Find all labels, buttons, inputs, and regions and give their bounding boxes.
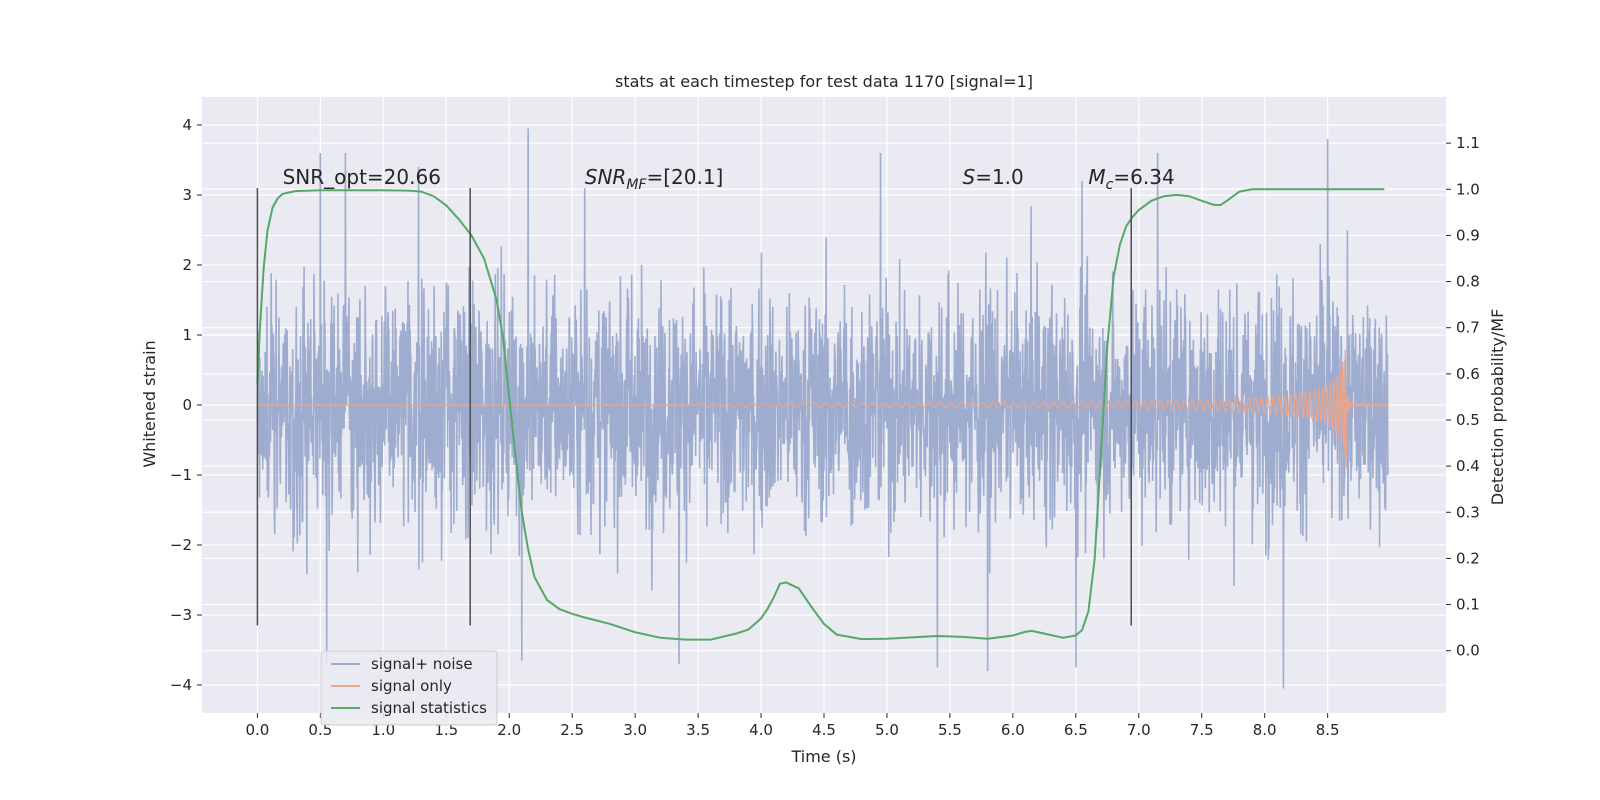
- series-line-signal-statistics: [256, 188, 1385, 641]
- x-tick-label: 4.0: [749, 721, 773, 739]
- detection-vlines: [256, 188, 1132, 626]
- x-tick-label: 4.5: [812, 721, 836, 739]
- legend-label-signal-statistics: signal statistics: [371, 699, 487, 717]
- series-signal-plus-noise: [256, 128, 1389, 689]
- series-line-signal-plus-noise: [256, 128, 1389, 689]
- y2-tick-label: 0.2: [1456, 549, 1480, 567]
- y2-tick-label: 0.3: [1456, 503, 1480, 521]
- y2-axis-ticks: 1.1 1.0 0.9 0.8 0.7 0.6 0.5 0.4 0.3 0.2 0.1 0.0: [1446, 134, 1480, 660]
- annotation-snr-opt: SNR_opt=20.66: [283, 165, 441, 189]
- x-tick-label: 5.0: [875, 721, 899, 739]
- y-tick-label: −2: [170, 536, 192, 554]
- annotation-snr-mf: SNRMF=[20.1]: [585, 165, 724, 193]
- legend: signal+ noise signal only signal statist…: [320, 650, 498, 726]
- y-tick-label: 1: [182, 326, 192, 344]
- series-signal-only: [257, 350, 1389, 468]
- y-tick-label: 2: [182, 256, 192, 274]
- y2-tick-label: 1.0: [1456, 180, 1480, 198]
- legend-box: [320, 650, 498, 726]
- y-tick-label: −4: [170, 676, 192, 694]
- legend-label-signal-only: signal only: [371, 677, 452, 695]
- y2-tick-label: 0.8: [1456, 273, 1480, 291]
- y2-tick-label: 0.6: [1456, 365, 1480, 383]
- x-tick-label: 3.0: [623, 721, 647, 739]
- x-tick-label: 2.0: [497, 721, 521, 739]
- x-tick-label: 6.5: [1064, 721, 1088, 739]
- annotations: SNR_opt=20.66 SNRMF=[20.1] S=1.0 Mc=6.34: [283, 165, 1175, 193]
- x-tick-label: 2.5: [560, 721, 584, 739]
- annotation-s-value: S=1.0: [963, 165, 1024, 189]
- y-axis-label: Whitened strain: [140, 340, 159, 467]
- y-tick-label: −3: [170, 606, 192, 624]
- x-axis-label: Time (s): [790, 747, 856, 766]
- chart-title: stats at each timestep for test data 117…: [615, 72, 1033, 91]
- y2-tick-label: 0.9: [1456, 226, 1480, 244]
- x-tick-label: 6.0: [1001, 721, 1025, 739]
- x-tick-label: 5.5: [938, 721, 962, 739]
- y2-tick-label: 0.4: [1456, 457, 1480, 475]
- x-tick-label: 0.0: [245, 721, 269, 739]
- series-signal-statistics: [256, 188, 1385, 641]
- x-tick-label: 3.5: [686, 721, 710, 739]
- annotation-chirp-mass: Mc=6.34: [1088, 165, 1174, 193]
- x-tick-label: 8.5: [1316, 721, 1340, 739]
- legend-label-signal-plus-noise: signal+ noise: [371, 655, 473, 673]
- y-tick-label: −1: [170, 466, 192, 484]
- y2-tick-label: 1.1: [1456, 134, 1480, 152]
- y-tick-label: 0: [182, 396, 192, 414]
- y2-tick-label: 0.1: [1456, 596, 1480, 614]
- y2-tick-label: 0.0: [1456, 642, 1480, 660]
- y2-axis-label: Detection probability/MF: [1488, 309, 1507, 506]
- y2-tick-label: 0.5: [1456, 411, 1480, 429]
- x-tick-label: 7.0: [1127, 721, 1151, 739]
- y-tick-label: 4: [182, 116, 192, 134]
- y-axis-ticks: 4 3 2 1 0 −1 −2 −3 −4: [170, 116, 202, 694]
- x-tick-label: 8.0: [1253, 721, 1277, 739]
- y-tick-label: 3: [182, 186, 192, 204]
- y2-tick-label: 0.7: [1456, 319, 1480, 337]
- series-line-signal-only: [697, 350, 1389, 468]
- x-tick-label: 7.5: [1190, 721, 1214, 739]
